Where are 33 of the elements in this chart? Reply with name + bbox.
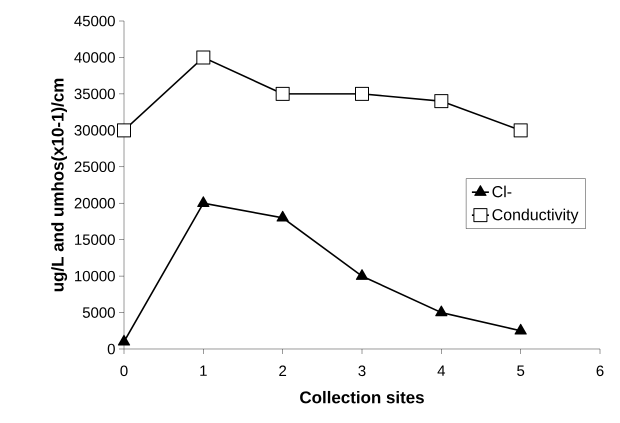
- point: [118, 334, 130, 346]
- x-tick-label: 5: [517, 366, 524, 376]
- x-tick-label: 4: [438, 366, 446, 376]
- y-tick-label: 15000: [75, 234, 115, 245]
- legend-label: Cl-: [492, 186, 512, 198]
- x-tick-label: 3: [358, 366, 366, 376]
- y-tick-label: 45000: [74, 16, 115, 26]
- point: [514, 324, 527, 335]
- y-tick-label: 5000: [82, 307, 115, 318]
- y-tick-label: 0: [108, 344, 115, 354]
- legend-label: Conductivity: [492, 208, 578, 224]
- x-tick-label: 2: [279, 366, 286, 376]
- point: [117, 123, 131, 138]
- point: [355, 86, 369, 101]
- x-tick-label: 0: [120, 366, 128, 376]
- y-tick-label: 10000: [75, 270, 115, 282]
- point: [276, 86, 290, 101]
- x-axis-title: Collection sites: [300, 390, 424, 404]
- point: [197, 196, 210, 207]
- x-tick-label: 6: [596, 366, 604, 376]
- y-tick-label: 25000: [74, 161, 115, 172]
- point: [276, 210, 289, 222]
- point: [196, 50, 210, 64]
- y-axis-title: ug/L and umhos(x10-1)/cm: [51, 78, 68, 292]
- y-tick-label: 35000: [74, 88, 115, 100]
- y-tick-label: 40000: [74, 52, 115, 63]
- y-tick-label: 20000: [74, 198, 115, 209]
- y-tick-label: 30000: [74, 125, 115, 136]
- point: [434, 94, 448, 108]
- point: [514, 123, 528, 138]
- point: [356, 269, 368, 280]
- point: [435, 306, 448, 316]
- x-tick-label: 1: [200, 366, 207, 376]
